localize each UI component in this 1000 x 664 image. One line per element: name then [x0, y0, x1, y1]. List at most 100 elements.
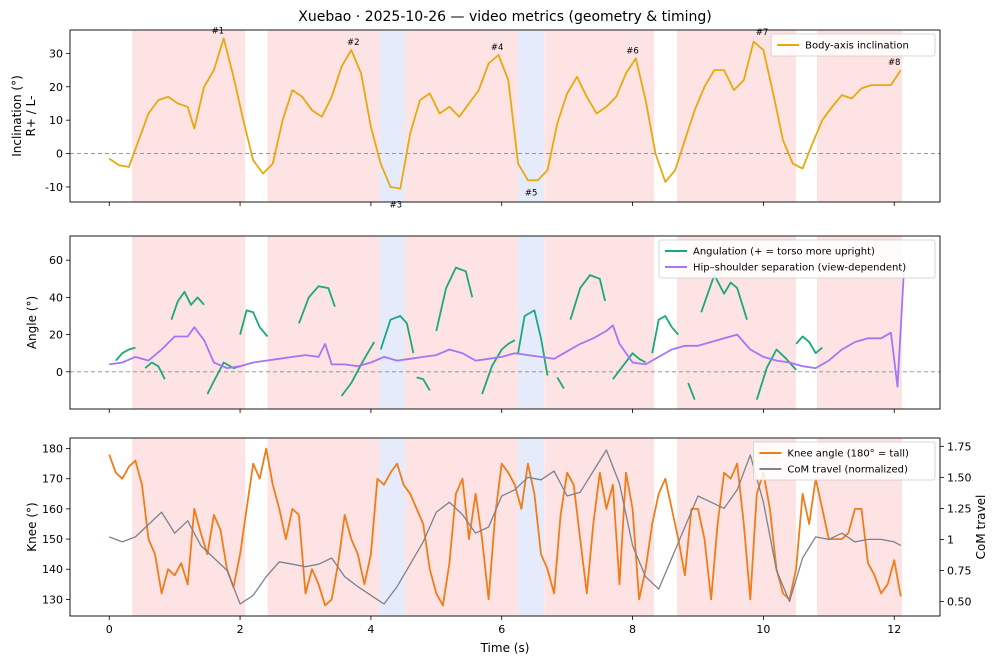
series-line-segment [556, 376, 565, 389]
y-tick-label: 0 [56, 148, 63, 161]
phase-band-pink [817, 30, 903, 202]
panel-angles: 0 20 40 60 Angle (°) Angulation (+ = torso mo… [25, 235, 941, 413]
y-right-tick-label: 0.75 [947, 564, 972, 577]
peak-label: #8 [888, 58, 901, 68]
x-tick-label: 0 [106, 623, 113, 636]
peak-label: #5 [525, 188, 538, 198]
y-right-tick-label: 1.75 [947, 440, 972, 453]
phase-band-blue [518, 236, 545, 409]
y-tick-label: 180 [42, 443, 63, 456]
y-axis-label: Angle (°) [25, 296, 39, 349]
legend-box [753, 441, 936, 481]
phase-band-blue [518, 438, 545, 616]
y-tick-label: 60 [49, 254, 63, 267]
phase-band-blue [379, 236, 405, 409]
series-line-segment [298, 285, 336, 324]
series-line-segment [651, 315, 679, 354]
series-line-segment [170, 290, 205, 320]
series-line-segment [517, 309, 549, 376]
series-line [109, 269, 905, 388]
phase-band-pink [267, 438, 380, 616]
series-line-segment [612, 352, 647, 380]
y-axis-label: R+ / L- [24, 96, 38, 137]
series-line [108, 447, 902, 607]
x-tick-label: 2 [237, 623, 244, 636]
phase-band-pink [544, 236, 655, 409]
figure-title: Xuebao · 2025-10-26 — video metrics (geo… [298, 9, 712, 25]
legend: Body-axis inclination [770, 33, 936, 57]
y-right-tick-label: 1.50 [947, 471, 972, 484]
y-axis-label: Knee (°) [25, 502, 39, 551]
y-tick-label: 0 [56, 366, 63, 379]
phase-band-blue [379, 438, 405, 616]
legend: Angulation (+ = torso more upright) Hip–s… [658, 239, 936, 279]
peak-label: #3 [389, 201, 402, 211]
y-tick-label: 40 [49, 291, 63, 304]
axes-frame [69, 437, 941, 617]
peak-label: #4 [491, 43, 504, 53]
series-line-segment [569, 274, 606, 320]
y-tick-label: 20 [49, 329, 63, 342]
series-line-segment [687, 382, 696, 401]
phase-band-blue [379, 30, 405, 202]
legend-entry: CoM travel (normalized) [787, 465, 908, 476]
peak-label: #6 [626, 46, 639, 56]
x-tick-label: 10 [756, 623, 770, 636]
x-tick-label: 12 [887, 623, 901, 636]
series-line [108, 37, 902, 190]
phase-band-pink [544, 438, 655, 616]
y-right-tick-label: 1.25 [947, 502, 972, 515]
y-tick-label: 150 [42, 533, 63, 546]
peak-label: #2 [347, 38, 360, 48]
series-line-segment [795, 335, 823, 355]
axes-frame [69, 29, 941, 203]
x-tick-label: 4 [367, 623, 374, 636]
phase-band-pink [267, 30, 380, 202]
legend-box [770, 33, 936, 57]
y-right-tick-label: 0.50 [947, 595, 972, 608]
phase-band-pink [677, 30, 797, 202]
series-line [108, 449, 902, 605]
y-tick-label: 170 [42, 473, 63, 486]
peak-label: #1 [212, 26, 225, 36]
legend: Knee angle (180° = tall) CoM travel (norm… [753, 441, 936, 481]
phase-band-pink [404, 236, 519, 409]
series-line-segment [481, 339, 516, 395]
series-line-segment [416, 376, 431, 391]
legend-entry: Body-axis inclination [805, 41, 909, 52]
x-tick-label: 8 [629, 623, 636, 636]
axes-frame [69, 235, 941, 410]
legend-entry: Hip–shoulder separation (view-dependent) [693, 263, 906, 274]
series-line-segment [115, 346, 136, 362]
series-line-segment [239, 309, 269, 338]
series-line-segment [700, 274, 748, 320]
y-tick-label: 160 [42, 503, 63, 516]
y-right-axis-label: CoM travel [974, 495, 988, 560]
legend-box [658, 239, 936, 279]
x-axis-label: Time (s) [480, 641, 530, 655]
y-axis-label: Inclination (°) [10, 75, 24, 157]
phase-band-pink [404, 30, 519, 202]
y-tick-label: 10 [49, 114, 63, 127]
phase-band-blue [518, 30, 545, 202]
panel-knee-com: 0 2 4 6 8 10 12 130 140 150 160 170 180 0.50 0.75 1 1.25… [25, 437, 988, 636]
y-tick-label: 30 [49, 47, 63, 60]
panel-inclination: #1 #2 #3 #4 #5 #6 #7 #8 -10 0 10 20 30 Inclination (°… [10, 26, 941, 211]
y-tick-label: -10 [45, 181, 63, 194]
peak-label: #7 [756, 28, 769, 38]
x-tick-label: 6 [498, 623, 505, 636]
series-line-segment [435, 266, 474, 332]
series-line-segment [379, 315, 415, 354]
phase-band-pink [132, 30, 246, 202]
y-tick-label: 130 [42, 593, 63, 606]
y-tick-label: 20 [49, 81, 63, 94]
series-line-segment [144, 361, 166, 380]
legend-entry: Angulation (+ = torso more upright) [693, 247, 875, 258]
legend-entry: Knee angle (180° = tall) [787, 449, 909, 460]
y-right-tick-label: 1 [947, 533, 954, 546]
phase-band-pink [132, 438, 246, 616]
phase-band-pink [267, 236, 380, 409]
y-tick-label: 140 [42, 563, 63, 576]
phase-band-pink [132, 236, 246, 409]
